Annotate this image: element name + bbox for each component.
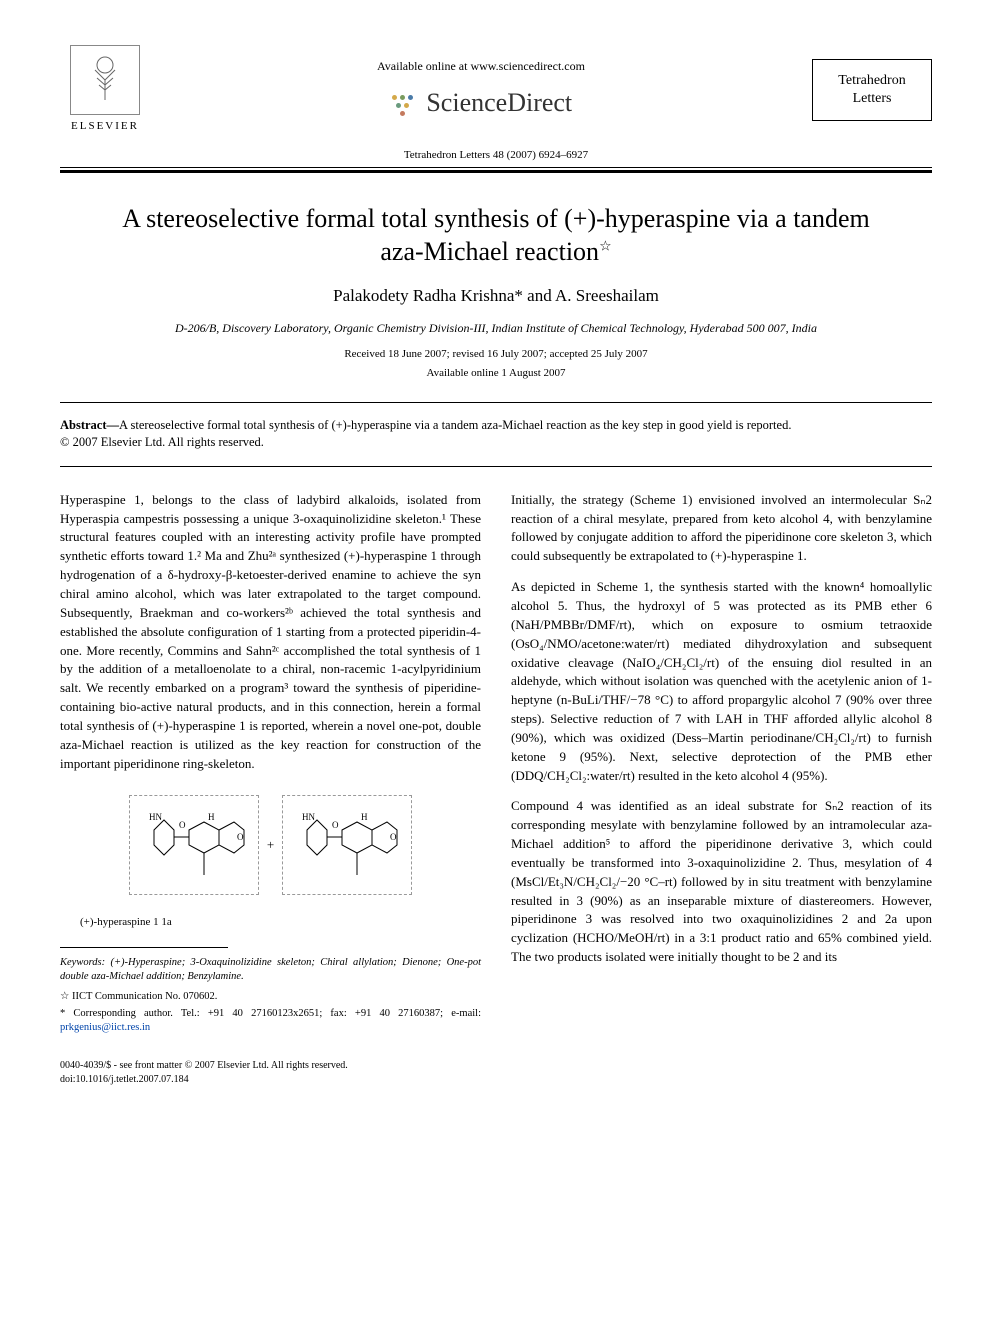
- divider: [60, 167, 932, 168]
- email-link[interactable]: prkgenius@iict.res.in: [60, 1022, 150, 1033]
- authors: Palakodety Radha Krishna* and A. Sreesha…: [60, 284, 932, 308]
- keywords-text: (+)-Hyperaspine; 3-Oxaquinolizidine skel…: [60, 957, 481, 982]
- plus-sign: +: [267, 836, 274, 855]
- right-column: Initially, the strategy (Scheme 1) envis…: [511, 491, 932, 1039]
- abstract-paragraph: Abstract—A stereoselective formal total …: [60, 417, 932, 435]
- abstract-copyright: © 2007 Elsevier Ltd. All rights reserved…: [60, 434, 932, 452]
- abstract-block: Abstract—A stereoselective formal total …: [60, 402, 932, 467]
- journal-line1: Tetrahedron: [827, 72, 917, 90]
- left-column: Hyperaspine 1, belongs to the class of l…: [60, 491, 481, 1039]
- sciencedirect-logo: ScienceDirect: [150, 85, 812, 121]
- iict-footnote: ☆ IICT Communication No. 070602.: [60, 990, 481, 1004]
- body-paragraph: Hyperaspine 1, belongs to the class of l…: [60, 491, 481, 774]
- structure-1-icon: HN O H O: [129, 795, 259, 895]
- affiliation: D-206/B, Discovery Laboratory, Organic C…: [60, 320, 932, 337]
- page-footer: 0040-4039/$ - see front matter © 2007 El…: [60, 1059, 932, 1087]
- journal-line2: Letters: [827, 90, 917, 108]
- keywords: Keywords: (+)-Hyperaspine; 3-Oxaquinoliz…: [60, 956, 481, 983]
- svg-text:HN: HN: [149, 812, 162, 822]
- article-title: A stereoselective formal total synthesis…: [100, 203, 892, 268]
- journal-name-box: Tetrahedron Letters: [812, 59, 932, 121]
- sciencedirect-block: Available online at www.sciencedirect.co…: [150, 58, 812, 121]
- chemical-structures: HN O H O + HN O H O: [60, 785, 481, 905]
- body-paragraph: As depicted in Scheme 1, the synthesis s…: [511, 578, 932, 785]
- elsevier-text: ELSEVIER: [71, 119, 139, 134]
- svg-text:H: H: [361, 812, 368, 822]
- body-paragraph: Compound 4 was identified as an ideal su…: [511, 797, 932, 967]
- sciencedirect-icon: [390, 93, 414, 117]
- abstract-text: A stereoselective formal total synthesis…: [119, 418, 791, 432]
- footer-left: 0040-4039/$ - see front matter © 2007 El…: [60, 1059, 348, 1087]
- svg-text:H: H: [208, 812, 215, 822]
- structure-1a-icon: HN O H O: [282, 795, 412, 895]
- body-columns: Hyperaspine 1, belongs to the class of l…: [60, 491, 932, 1039]
- page-header: ELSEVIER Available online at www.science…: [60, 40, 932, 140]
- svg-text:O: O: [179, 820, 186, 830]
- keywords-label: Keywords:: [60, 957, 105, 968]
- abstract-label: Abstract—: [60, 418, 119, 432]
- citation-line: Tetrahedron Letters 48 (2007) 6924–6927: [60, 148, 932, 163]
- corresponding-author: * Corresponding author. Tel.: +91 40 271…: [60, 1007, 481, 1034]
- available-online-text: Available online at www.sciencedirect.co…: [150, 58, 812, 75]
- svg-text:O: O: [332, 820, 339, 830]
- svg-text:O: O: [237, 832, 244, 842]
- available-date: Available online 1 August 2007: [60, 366, 932, 381]
- doi-line: doi:10.1016/j.tetlet.2007.07.184: [60, 1073, 348, 1087]
- elsevier-tree-icon: [70, 45, 140, 115]
- title-text: A stereoselective formal total synthesis…: [122, 204, 869, 266]
- title-footnote-marker: ☆: [599, 239, 612, 254]
- footnote-rule: [60, 947, 228, 956]
- svg-text:HN: HN: [302, 812, 315, 822]
- compound-labels: (+)-hyperaspine 1 1a: [60, 915, 481, 931]
- copyright-line: 0040-4039/$ - see front matter © 2007 El…: [60, 1059, 348, 1073]
- divider-thick: [60, 170, 932, 173]
- elsevier-logo: ELSEVIER: [60, 40, 150, 140]
- body-paragraph: Initially, the strategy (Scheme 1) envis…: [511, 491, 932, 566]
- svg-text:O: O: [390, 832, 397, 842]
- corresponding-text: * Corresponding author. Tel.: +91 40 271…: [60, 1008, 481, 1019]
- sciencedirect-brand-text: ScienceDirect: [426, 88, 572, 117]
- received-dates: Received 18 June 2007; revised 16 July 2…: [60, 347, 932, 362]
